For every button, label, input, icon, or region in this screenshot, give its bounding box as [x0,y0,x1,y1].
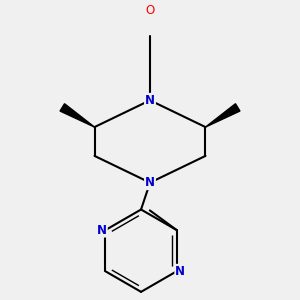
Text: N: N [145,94,155,107]
Polygon shape [206,104,240,127]
Text: N: N [145,176,155,189]
Text: N: N [175,265,185,278]
Text: O: O [146,4,154,17]
Text: N: N [97,224,107,237]
Polygon shape [60,104,94,127]
